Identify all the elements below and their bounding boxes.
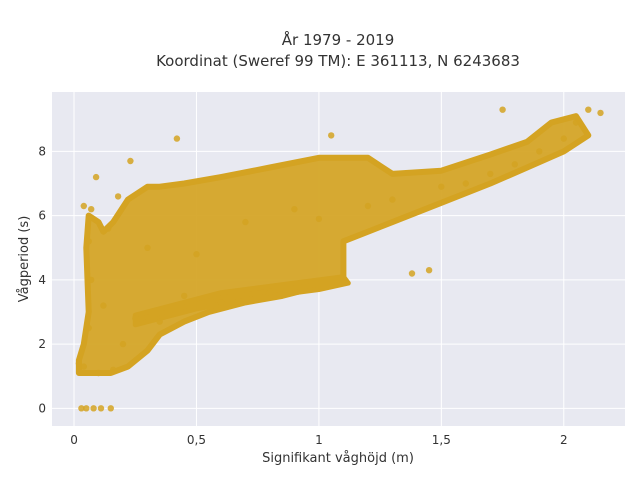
scatter-point [487, 170, 494, 178]
scatter-point [75, 360, 83, 367]
scatter-point [85, 238, 92, 245]
y-tick-label: 8 [38, 144, 46, 158]
y-tick-label: 4 [38, 273, 46, 287]
scatter-point [291, 206, 298, 213]
scatter-point [80, 202, 88, 210]
scatter-point [266, 289, 274, 296]
scatter-point [408, 270, 416, 277]
scatter-point [499, 106, 506, 113]
scatter-point [217, 299, 225, 306]
scatter-point [315, 215, 323, 223]
tick-labels: 0 0,5 1 1,5 2 0 2 4 6 8 [38, 144, 567, 447]
x-tick-label: 0 [70, 433, 78, 447]
scatter-point [438, 183, 445, 190]
scatter-point [328, 132, 335, 139]
scatter-point [88, 206, 95, 213]
scatter-point [156, 318, 163, 325]
scatter-point [119, 340, 127, 348]
scatter-point [585, 106, 592, 113]
scatter-point [92, 173, 100, 181]
scatter-point [173, 135, 181, 142]
y-tick-label: 0 [38, 401, 46, 415]
scatter-point [97, 405, 105, 412]
x-tick-label: 2 [560, 433, 568, 447]
scatter-point [114, 193, 122, 200]
scatter-point [572, 119, 580, 126]
scatter-point [536, 148, 543, 155]
point-cloud [75, 113, 592, 376]
scatter-point [105, 225, 112, 232]
scatter-point [95, 369, 102, 377]
scatter-point [597, 109, 604, 117]
y-axis-label: Vågperiod (s) [17, 216, 32, 303]
scatter-point [80, 363, 88, 370]
scatter-point [340, 276, 347, 284]
scatter-point [85, 324, 92, 332]
scatter-point [364, 202, 372, 210]
chart-title-line-2: Koordinat (Sweref 99 TM): E 361113, N 62… [156, 52, 520, 70]
chart-title-line-1: År 1979 - 2019 [282, 30, 395, 49]
scatter-point [107, 405, 115, 412]
scatter-point [110, 366, 117, 373]
scatter-point [511, 161, 518, 168]
scatter-point [78, 405, 85, 412]
x-tick-label: 1,5 [432, 433, 451, 447]
x-tick-label: 0,5 [187, 433, 206, 447]
x-tick-label: 1 [315, 433, 323, 447]
scatter-point [560, 135, 567, 142]
scatter-point [83, 405, 90, 412]
scatter-point [181, 292, 188, 300]
y-tick-label: 6 [38, 209, 46, 223]
scatter-point [90, 405, 97, 412]
scatter-point [193, 251, 200, 258]
scatter-point [132, 315, 139, 322]
scatter-point [389, 196, 396, 203]
data-points [75, 106, 604, 412]
scatter-point [144, 244, 151, 251]
scatter-point [127, 157, 134, 165]
scatter-point [462, 180, 469, 187]
x-axis-label: Signifikant våghöjd (m) [262, 451, 414, 466]
scatter-point [88, 276, 95, 284]
scatter-point [425, 267, 433, 274]
scatter-point [100, 302, 107, 309]
scatter-point [242, 218, 249, 226]
y-tick-label: 2 [38, 337, 46, 351]
